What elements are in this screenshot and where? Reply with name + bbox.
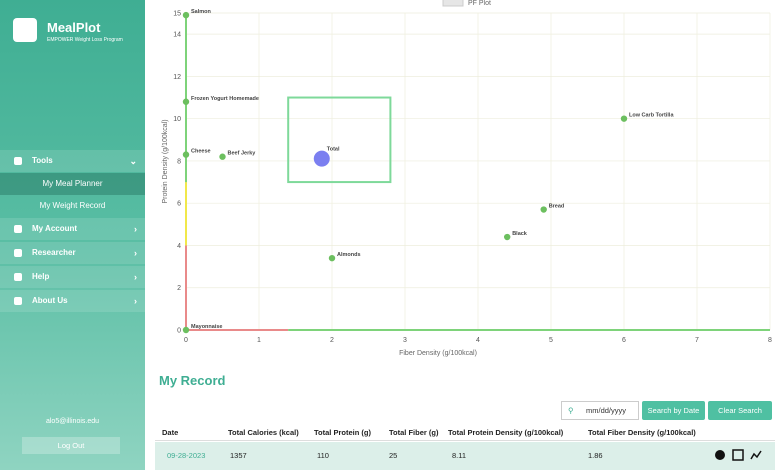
menu-item[interactable]: Researcher ›	[0, 242, 145, 264]
menu-label: Researcher	[32, 248, 76, 257]
table-row	[155, 442, 775, 470]
chart-icon[interactable]	[750, 450, 762, 460]
record-title: My Record	[159, 373, 226, 388]
point-label: Total	[327, 147, 340, 153]
y-tick-label: 4	[177, 243, 181, 250]
y-tick-label: 2	[177, 285, 181, 292]
point-label: Beef Jerky	[228, 151, 257, 157]
sidebar: MealPlot EMPOWER Weight Loss Program Too…	[0, 0, 145, 470]
menu-item[interactable]: Help ›	[0, 266, 145, 288]
logout-button[interactable]: Log Out	[22, 437, 120, 454]
table-cell: 110	[317, 451, 329, 460]
legend-label: PF Plot	[468, 0, 491, 7]
edit-icon[interactable]	[732, 449, 744, 461]
table-cell: 8.11	[452, 451, 467, 460]
logo[interactable]	[13, 18, 37, 42]
data-point	[182, 326, 190, 334]
point-label: Low Carb Tortilla	[629, 113, 674, 119]
table-header-cell: Total Fiber (g)	[389, 428, 439, 437]
y-tick-label: 6	[177, 201, 181, 208]
search-icon: ⚲	[568, 406, 574, 415]
data-point	[182, 11, 190, 19]
data-point	[182, 98, 190, 105]
table-cell: 1357	[230, 451, 247, 460]
target-box	[287, 96, 392, 184]
point-label: Cheese	[191, 149, 211, 155]
menu-label: Help	[32, 272, 50, 281]
date-placeholder: mm/dd/yyyy	[586, 406, 627, 415]
table-header-cell: Total Calories (kcal)	[228, 428, 299, 437]
menu-label: My Account	[32, 224, 78, 233]
point-label: Almonds	[337, 252, 361, 258]
x-tick-label: 2	[330, 337, 334, 344]
legend-swatch	[442, 0, 464, 7]
search-button[interactable]: Search by Date	[642, 401, 705, 420]
data-point	[328, 254, 336, 262]
total-point	[313, 150, 330, 167]
y-tick-label: 14	[173, 32, 181, 39]
user-email: alo5@illinois.edu	[45, 418, 100, 425]
table-header-cell: Total Protein Density (g/100kcal)	[448, 428, 564, 437]
x-tick-label: 0	[184, 337, 188, 344]
data-point	[182, 151, 190, 158]
point-label: Bread	[549, 204, 565, 210]
point-label: Black	[512, 231, 528, 237]
menu-label: About Us	[32, 296, 68, 305]
x-tick-label: 6	[622, 337, 626, 344]
app-name: MealPlot	[47, 20, 101, 35]
table-header-cell: Total Protein (g)	[314, 428, 371, 437]
data-point	[504, 233, 511, 241]
menu-item[interactable]: My Account ›	[0, 218, 145, 240]
table-header-cell: Date	[162, 428, 179, 437]
menu-label: Tools	[32, 156, 53, 165]
table-cell: 25	[389, 451, 398, 460]
menu-item[interactable]: About Us ›	[0, 290, 145, 312]
table-header-cell: Total Fiber Density (g/100kcal)	[588, 428, 696, 437]
x-tick-label: 5	[549, 337, 553, 344]
menu-item[interactable]: My Meal Planner	[0, 173, 145, 195]
menu-item[interactable]: My Weight Record	[39, 201, 106, 210]
x-tick-label: 3	[403, 337, 407, 344]
menu-item[interactable]: Tools ⌄	[0, 150, 145, 172]
x-tick-label: 8	[768, 337, 772, 344]
x-tick-label: 4	[476, 337, 480, 344]
info-icon[interactable]	[715, 450, 725, 460]
x-axis-title: Fiber Density (g/100kcal)	[399, 350, 477, 357]
y-tick-label: 12	[173, 74, 181, 81]
y-tick-label: 15	[173, 11, 181, 18]
table-cell: 1.86	[588, 451, 603, 460]
y-tick-label: 10	[173, 116, 181, 123]
y-axis-title: Protein Density (g/100kcal)	[162, 119, 169, 203]
point-label: Salmon	[191, 9, 212, 15]
data-point	[540, 206, 547, 213]
y-tick-label: 0	[177, 328, 181, 335]
table-header	[155, 422, 775, 441]
data-point	[620, 115, 628, 122]
row-actions	[715, 449, 762, 461]
app-subtitle: EMPOWER Weight Loss Program	[47, 37, 123, 43]
y-tick-label: 8	[177, 158, 181, 165]
date-input[interactable]: ⚲ mm/dd/yyyy	[561, 401, 639, 420]
clear-button[interactable]: Clear Search	[708, 401, 772, 420]
point-label: Mayonnaise	[191, 324, 222, 330]
x-tick-label: 1	[257, 337, 261, 344]
data-point	[219, 153, 226, 160]
table-cell[interactable]: 09-28-2023	[167, 451, 206, 460]
x-tick-label: 7	[695, 337, 699, 344]
point-label: Frozen Yogurt Homemade	[191, 96, 259, 102]
